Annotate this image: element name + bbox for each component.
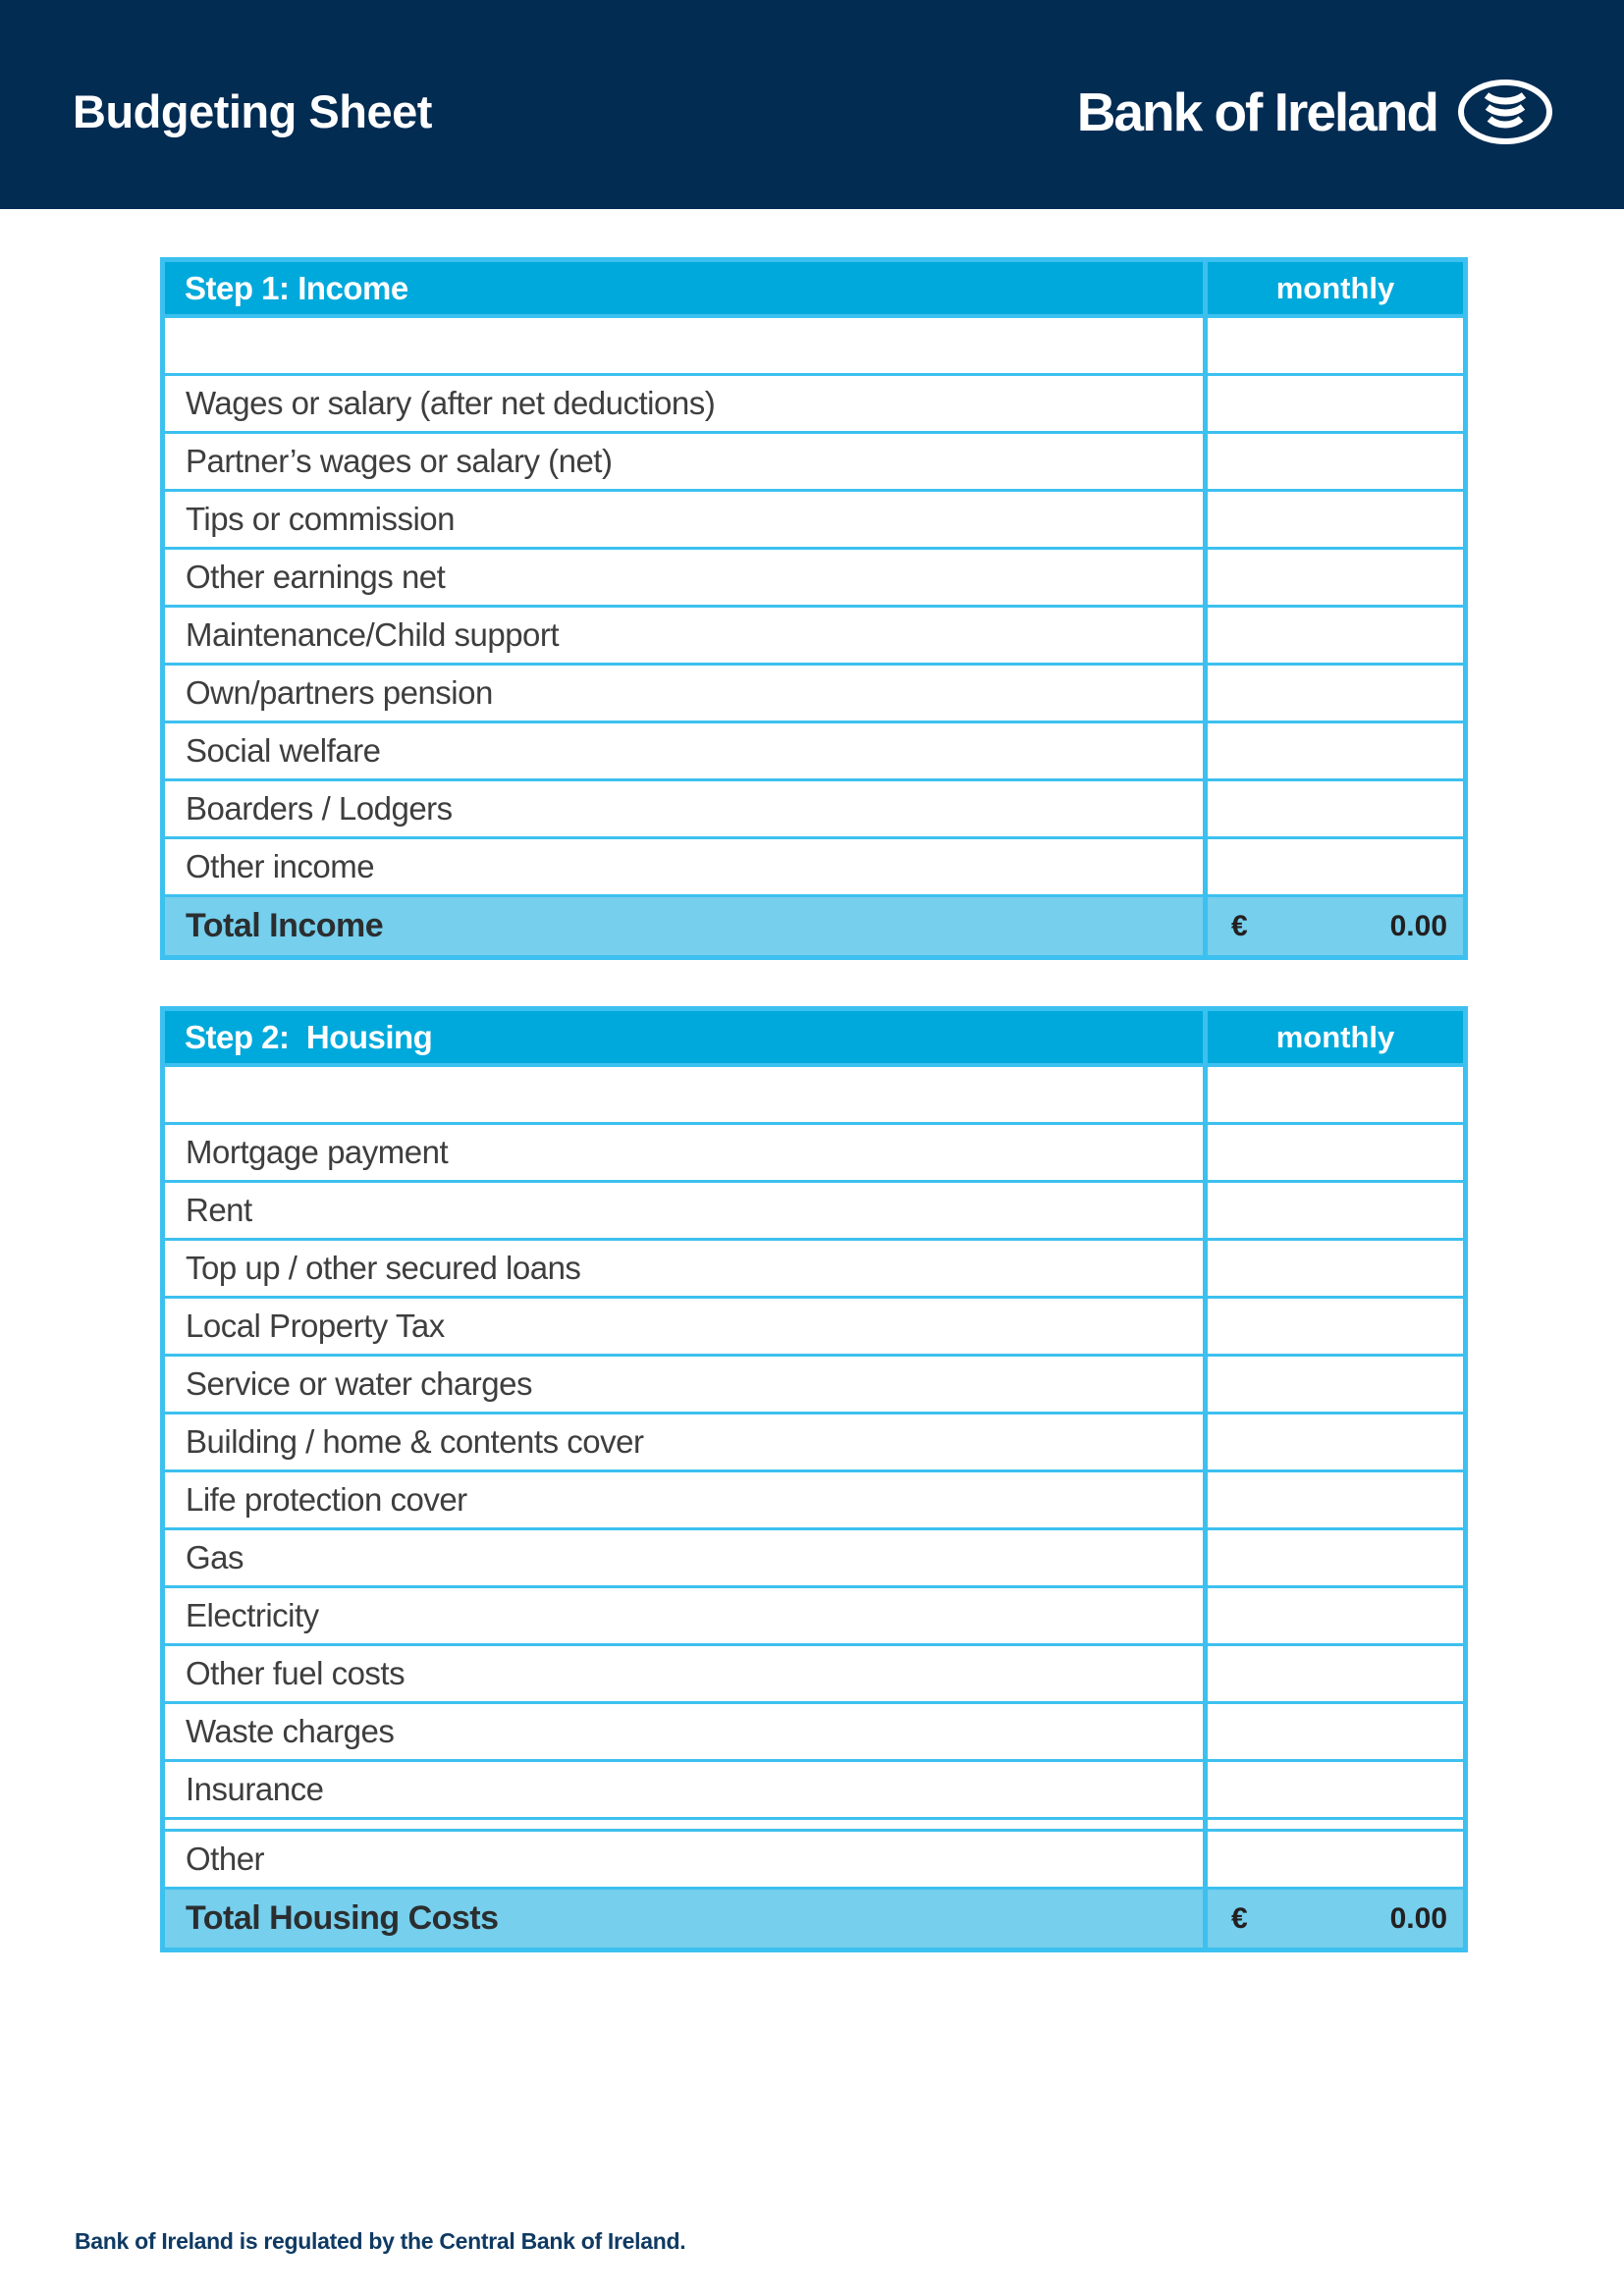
table-row: Building / home & contents cover <box>165 1415 1463 1472</box>
monthly-column-header: monthly <box>1203 262 1463 314</box>
amount-cell[interactable] <box>1203 434 1463 489</box>
regulatory-footer: Bank of Ireland is regulated by the Cent… <box>75 2228 686 2254</box>
total-income-row: Total Income € 0.00 <box>165 897 1463 955</box>
amount-cell[interactable] <box>1203 318 1463 373</box>
table-row: Insurance <box>165 1762 1463 1820</box>
amount-cell[interactable] <box>1203 1357 1463 1412</box>
row-label: Local Property Tax <box>186 1308 445 1344</box>
monthly-column-header: monthly <box>1203 1011 1463 1063</box>
table-row: Service or water charges <box>165 1357 1463 1415</box>
table-row: Boarders / Lodgers <box>165 781 1463 839</box>
amount-cell[interactable] <box>1203 1125 1463 1180</box>
row-label: Tips or commission <box>186 501 456 537</box>
income-rows: Wages or salary (after net deductions) Pa… <box>165 376 1463 897</box>
table-row: Own/partners pension <box>165 666 1463 723</box>
row-label: Partner’s wages or salary (net) <box>186 443 613 479</box>
income-table-title: Step 1: Income <box>185 269 408 306</box>
row-label: Electricity <box>186 1597 319 1633</box>
amount-cell[interactable] <box>1203 1241 1463 1296</box>
amount-cell[interactable] <box>1203 1530 1463 1585</box>
housing-table-title: Step 2: Housing <box>185 1018 433 1055</box>
amount-cell[interactable] <box>1203 492 1463 547</box>
amount-cell[interactable] <box>1203 608 1463 663</box>
euro-symbol: € <box>1231 909 1248 942</box>
total-income-amount-cell: € 0.00 <box>1203 897 1463 955</box>
row-label: Other earnings net <box>186 559 446 595</box>
row-label: Building / home & contents cover <box>186 1423 644 1460</box>
brand-wordmark: Bank of Ireland <box>1076 80 1439 142</box>
bank-of-ireland-tree-of-life-icon <box>1458 79 1552 144</box>
amount-cell[interactable] <box>1203 1067 1463 1122</box>
housing-table-header: Step 2: Housing monthly <box>165 1011 1463 1067</box>
amount-cell[interactable] <box>1203 1646 1463 1701</box>
amount-cell[interactable] <box>1203 1762 1463 1817</box>
row-label: Gas <box>186 1539 244 1575</box>
row-label: Life protection cover <box>186 1481 467 1518</box>
row-label: Other income <box>186 848 375 884</box>
table-row: Partner’s wages or salary (net) <box>165 434 1463 492</box>
row-label: Top up / other secured loans <box>186 1250 581 1286</box>
table-row: Waste charges <box>165 1704 1463 1762</box>
row-label: Insurance <box>186 1771 324 1807</box>
table-row: Local Property Tax <box>165 1299 1463 1357</box>
amount-cell[interactable] <box>1203 1415 1463 1469</box>
amount-cell[interactable] <box>1203 1472 1463 1527</box>
total-income-value: 0.00 <box>1389 909 1447 942</box>
income-table: Step 1: Income monthly Wages or salary (… <box>160 257 1468 960</box>
bank-of-ireland-logo: Bank of Ireland <box>1077 79 1553 145</box>
table-row: Wages or salary (after net deductions) <box>165 376 1463 434</box>
table-row: Life protection cover <box>165 1472 1463 1530</box>
row-label: Rent <box>186 1192 252 1228</box>
total-income-label: Total Income <box>186 907 384 944</box>
table-row: Other earnings net <box>165 550 1463 608</box>
page-title: Budgeting Sheet <box>73 85 432 137</box>
amount-cell[interactable] <box>1203 1183 1463 1238</box>
row-label: Wages or salary (after net deductions) <box>186 385 716 421</box>
income-table-header: Step 1: Income monthly <box>165 262 1463 318</box>
table-row: Other income <box>165 839 1463 897</box>
blank-row <box>165 1067 1463 1125</box>
table-row: Social welfare <box>165 723 1463 781</box>
row-label: Boarders / Lodgers <box>186 790 453 827</box>
blank-row <box>165 318 1463 376</box>
amount-cell[interactable] <box>1203 723 1463 778</box>
table-row: Mortgage payment <box>165 1125 1463 1183</box>
amount-cell[interactable] <box>1203 550 1463 605</box>
amount-cell[interactable] <box>1203 1588 1463 1643</box>
table-row: Rent <box>165 1183 1463 1241</box>
amount-cell[interactable] <box>1203 1299 1463 1354</box>
total-housing-row: Total Housing Costs € 0.00 <box>165 1890 1463 1948</box>
table-row: Other <box>165 1832 1463 1890</box>
table-row: Gas <box>165 1530 1463 1588</box>
housing-table: Step 2: Housing monthly Mortgage payment… <box>160 1006 1468 1952</box>
row-label: Social welfare <box>186 732 381 769</box>
amount-cell[interactable] <box>1203 376 1463 431</box>
table-section-gap <box>165 1820 1463 1832</box>
amount-cell[interactable] <box>1203 1704 1463 1759</box>
table-row: Other fuel costs <box>165 1646 1463 1704</box>
amount-cell[interactable] <box>1203 1832 1463 1887</box>
row-label: Maintenance/Child support <box>186 616 560 653</box>
table-row: Tips or commission <box>165 492 1463 550</box>
housing-rows: Mortgage payment Rent Top up / other secur… <box>165 1125 1463 1890</box>
row-label: Service or water charges <box>186 1365 532 1402</box>
amount-cell[interactable] <box>1203 666 1463 721</box>
table-row: Electricity <box>165 1588 1463 1646</box>
total-housing-amount-cell: € 0.00 <box>1203 1890 1463 1948</box>
amount-cell[interactable] <box>1203 839 1463 894</box>
amount-cell[interactable] <box>1203 781 1463 836</box>
table-row: Top up / other secured loans <box>165 1241 1463 1299</box>
total-housing-label: Total Housing Costs <box>186 1899 499 1937</box>
total-housing-value: 0.00 <box>1389 1901 1447 1935</box>
table-row: Maintenance/Child support <box>165 608 1463 666</box>
euro-symbol: € <box>1231 1901 1248 1935</box>
row-label: Own/partners pension <box>186 674 493 711</box>
row-label: Other <box>186 1841 265 1877</box>
top-banner: Budgeting Sheet Bank of Ireland <box>0 0 1624 209</box>
row-label: Waste charges <box>186 1713 395 1749</box>
row-label: Other fuel costs <box>186 1655 406 1691</box>
row-label: Mortgage payment <box>186 1134 449 1170</box>
